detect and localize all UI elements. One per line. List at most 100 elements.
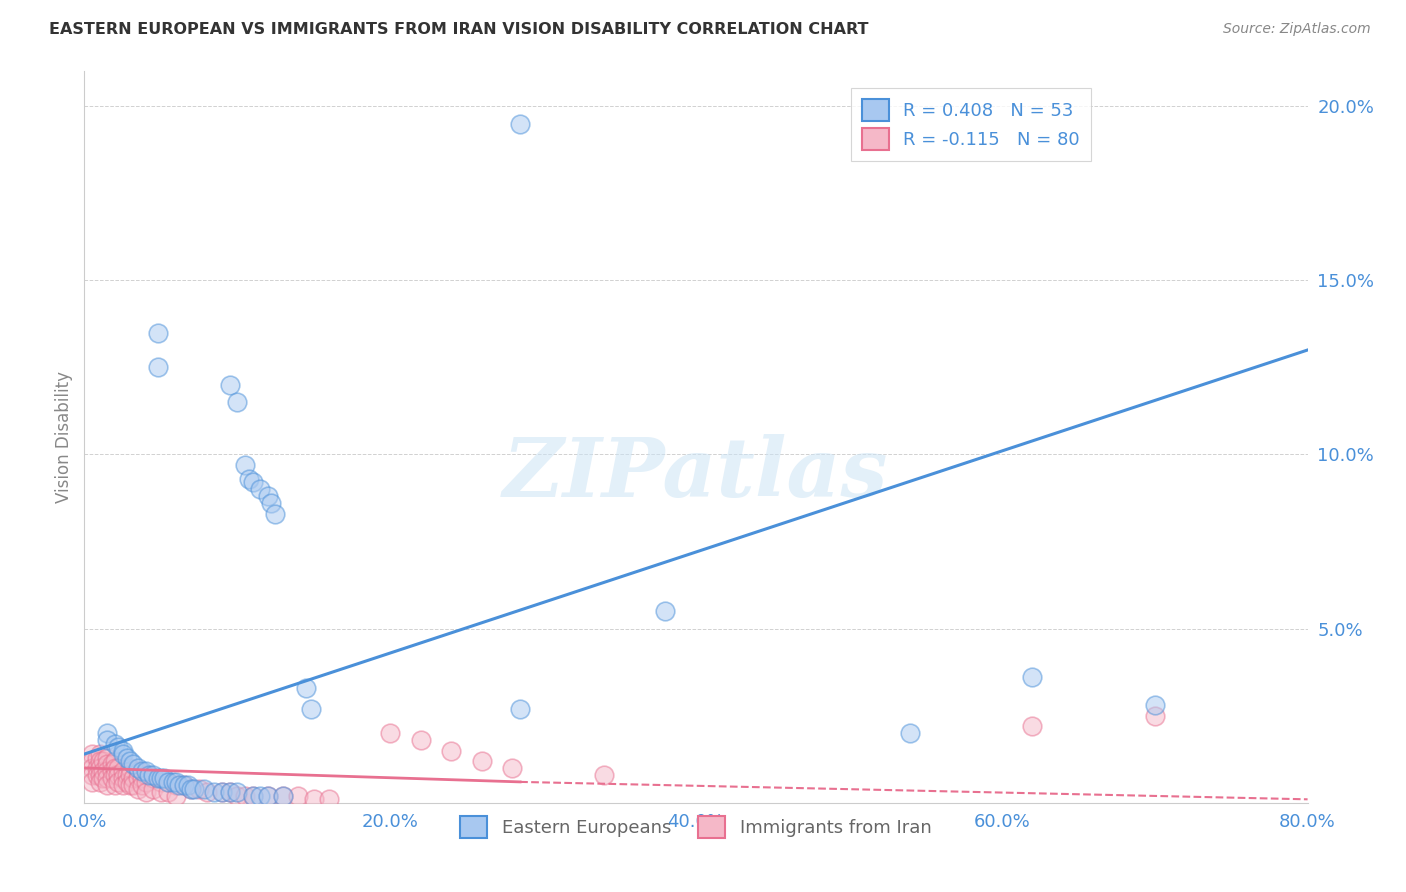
Point [409, 733, 432, 747]
Point [104, 754, 127, 768]
Point [107, 761, 129, 775]
Point [249, 789, 271, 803]
Point [142, 772, 165, 786]
Point [146, 772, 169, 786]
Point [193, 781, 215, 796]
Point [165, 778, 187, 792]
Point [96, 778, 118, 792]
Point [107, 775, 129, 789]
Point [135, 764, 157, 779]
Point [257, 789, 280, 803]
Point [122, 778, 145, 792]
Point [104, 761, 127, 775]
Point [131, 772, 153, 786]
Point [218, 785, 240, 799]
Point [120, 778, 142, 792]
Point [96, 726, 118, 740]
Point [218, 785, 240, 799]
Point [115, 775, 138, 789]
Point [120, 754, 142, 768]
Point [107, 768, 129, 782]
Point [173, 778, 195, 792]
Point [91, 764, 114, 779]
Point [80, 747, 103, 761]
Point [173, 778, 195, 792]
Point [440, 743, 463, 757]
Point [211, 785, 233, 799]
Point [104, 768, 127, 782]
Point [1021, 719, 1043, 733]
Point [167, 778, 190, 792]
Point [233, 458, 256, 472]
Point [101, 757, 124, 772]
Point [131, 764, 153, 779]
Point [111, 772, 134, 786]
Point [509, 117, 531, 131]
Point [111, 743, 134, 757]
Point [242, 789, 264, 803]
Point [89, 768, 111, 782]
Point [242, 475, 264, 490]
Point [249, 483, 271, 497]
Point [122, 757, 145, 772]
Point [115, 750, 138, 764]
Point [502, 761, 524, 775]
Text: Source: ZipAtlas.com: Source: ZipAtlas.com [1223, 22, 1371, 37]
Point [299, 702, 322, 716]
Point [260, 496, 283, 510]
Point [1143, 698, 1166, 713]
Point [122, 772, 145, 786]
Point [86, 768, 108, 782]
Point [101, 764, 124, 779]
Point [104, 737, 127, 751]
Point [238, 472, 260, 486]
Point [86, 750, 108, 764]
Y-axis label: Vision Disability: Vision Disability [55, 371, 73, 503]
Point [80, 754, 103, 768]
Point [165, 775, 187, 789]
Point [157, 775, 180, 789]
Point [295, 681, 318, 695]
Point [257, 789, 280, 803]
Point [101, 772, 124, 786]
Point [157, 775, 180, 789]
Text: EASTERN EUROPEAN VS IMMIGRANTS FROM IRAN VISION DISABILITY CORRELATION CHART: EASTERN EUROPEAN VS IMMIGRANTS FROM IRAN… [49, 22, 869, 37]
Point [257, 489, 280, 503]
Point [96, 750, 118, 764]
Point [509, 702, 531, 716]
Point [180, 781, 202, 796]
Point [162, 775, 184, 789]
Point [242, 789, 264, 803]
Point [89, 761, 111, 775]
Point [115, 768, 138, 782]
Point [149, 785, 172, 799]
Point [127, 781, 149, 796]
Point [104, 778, 127, 792]
Legend: Eastern Europeans, Immigrants from Iran: Eastern Europeans, Immigrants from Iran [450, 805, 942, 848]
Point [91, 754, 114, 768]
Point [318, 792, 340, 806]
Point [165, 789, 187, 803]
Point [91, 772, 114, 786]
Point [80, 761, 103, 775]
Point [211, 785, 233, 799]
Point [302, 792, 325, 806]
Point [146, 326, 169, 340]
Point [233, 789, 256, 803]
Point [153, 772, 176, 786]
Point [226, 785, 249, 799]
Point [180, 781, 202, 796]
Point [380, 726, 402, 740]
Point [96, 772, 118, 786]
Point [218, 377, 240, 392]
Point [264, 507, 287, 521]
Point [471, 754, 494, 768]
Point [183, 781, 205, 796]
Point [1021, 670, 1043, 684]
Point [96, 733, 118, 747]
Point [287, 789, 309, 803]
Point [271, 789, 294, 803]
Point [135, 775, 157, 789]
Point [138, 768, 160, 782]
Point [96, 757, 118, 772]
